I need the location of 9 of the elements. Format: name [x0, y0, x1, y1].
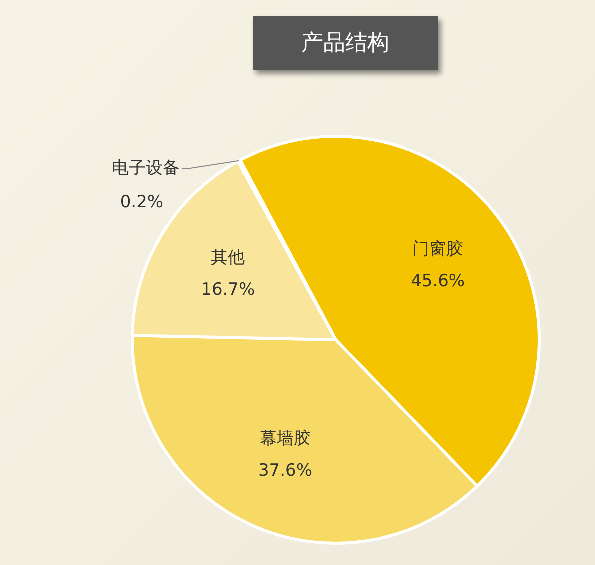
- data-label: 45.6%: [411, 271, 466, 292]
- slice-label: 幕墙胶: [260, 429, 311, 450]
- data-label: 16.7%: [201, 280, 256, 300]
- data-label: 0.2%: [120, 192, 164, 212]
- chart-title: 产品结构: [253, 16, 438, 70]
- slice-label: 门窗胶: [412, 239, 464, 260]
- data-label: 37.6%: [258, 461, 312, 482]
- slice-label: 其他: [211, 248, 246, 268]
- slice-label: 电子设备: [112, 158, 180, 178]
